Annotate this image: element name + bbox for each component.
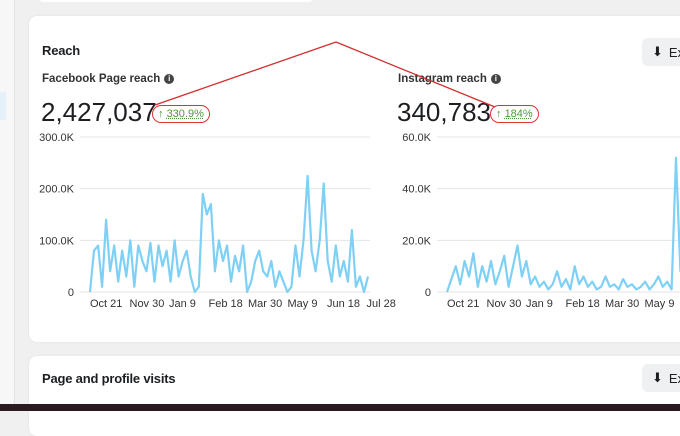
x-tick-label: Jan 9 (526, 298, 553, 310)
series-line (88, 174, 370, 294)
y-tick-label: 60.0K (402, 132, 431, 144)
export-button[interactable]: ⬇ Ex (642, 364, 680, 392)
reach-title: Reach (42, 43, 81, 58)
facebook-reach-change: ↑ 330.9% (152, 105, 210, 123)
facebook-reach-value: 2,427,037 (41, 97, 157, 127)
x-tick-label: May 9 (645, 298, 675, 310)
y-tick-label: 0 (68, 287, 74, 299)
export-button[interactable]: ⬇ Ex (642, 38, 680, 66)
taskbar (0, 404, 680, 411)
y-tick-label: 0 (425, 287, 431, 299)
arrow-up-icon: ↑ (496, 108, 502, 120)
y-tick-label: 300.0K (39, 132, 75, 144)
export-label: Ex (668, 44, 680, 60)
x-tick-label: Mar 30 (248, 298, 282, 310)
annotation-line (335, 41, 496, 108)
x-tick-label: Jun 18 (327, 298, 360, 310)
x-tick-label: May 9 (288, 298, 318, 310)
top-card (38, 0, 314, 2)
reach-charts: 0 100.0K 200.0K 300.0K Oct 21 Nov 30 Jan 9 Feb … (39, 41, 680, 310)
y-tick-label: 100.0K (39, 235, 75, 247)
y-tick-label: 20.0K (402, 235, 431, 247)
x-tick-label: Nov 30 (487, 298, 522, 310)
download-icon: ⬇ (652, 44, 663, 59)
arrow-up-icon: ↑ (158, 108, 164, 120)
instagram-reach-value: 340,783 (397, 97, 491, 127)
x-tick-label: Jan 9 (169, 298, 196, 310)
visits-title: Page and profile visits (42, 371, 176, 386)
x-tick-label: Nov 30 (130, 298, 165, 310)
facebook-reach-label: Facebook Page reach i (42, 73, 175, 85)
x-tick-label: Jul 28 (367, 298, 396, 310)
export-label: Ex (668, 370, 680, 386)
x-tick-label: Mar 30 (605, 298, 639, 310)
x-tick-label: Oct 21 (90, 298, 122, 310)
instagram-reach-change: ↑ 184% (490, 105, 539, 123)
y-tick-label: 200.0K (39, 184, 75, 196)
series-line (445, 156, 680, 293)
x-tick-label: Feb 18 (566, 298, 600, 310)
left-nav (0, 0, 15, 411)
info-icon[interactable]: i (164, 74, 175, 84)
x-tick-label: Oct 21 (447, 298, 479, 310)
nav-selected-item[interactable] (0, 92, 6, 120)
x-tick-label: Feb 18 (209, 298, 243, 310)
info-icon[interactable]: i (490, 74, 501, 84)
annotation-line (154, 41, 337, 106)
y-tick-label: 40.0K (402, 184, 431, 196)
download-icon: ⬇ (652, 370, 663, 385)
